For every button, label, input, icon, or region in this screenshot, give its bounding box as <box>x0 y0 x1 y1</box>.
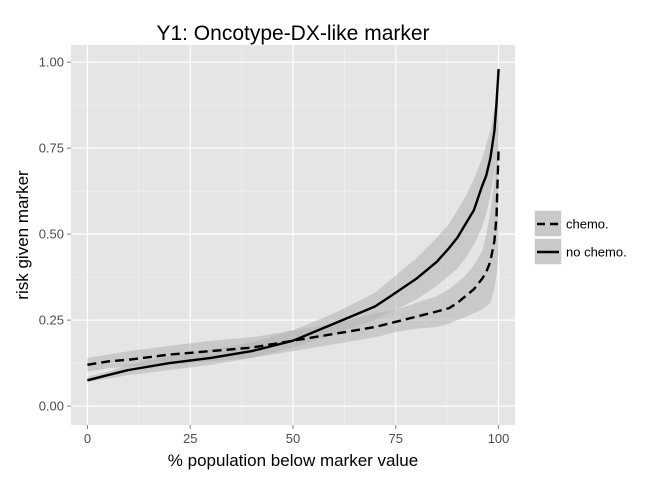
legend-label: chemo. <box>566 217 609 232</box>
x-tick-label: 0 <box>84 431 91 446</box>
confidence-ribbons <box>87 65 499 382</box>
series-line-no-chemo <box>87 69 500 382</box>
x-tick-label: 25 <box>183 431 197 446</box>
x-axis-title: % population below marker value <box>168 451 418 470</box>
legend: chemo. no chemo. <box>533 209 627 266</box>
x-axis-ticks: 0 25 50 75 100 <box>84 425 510 446</box>
series-lines <box>87 69 500 382</box>
y-tick-label: 0.00 <box>39 399 64 414</box>
ribbon-no-chemo <box>87 65 499 382</box>
x-tick-label: 50 <box>286 431 300 446</box>
y-tick-label: 0.25 <box>39 313 64 328</box>
chart-title: Y1: Oncotype-DX-like marker <box>156 22 429 45</box>
x-tick-label: 100 <box>488 431 510 446</box>
legend-label: no chemo. <box>566 245 627 260</box>
y-tick-label: 0.75 <box>39 141 64 156</box>
y-tick-label: 1.00 <box>39 55 64 70</box>
y-tick-label: 0.50 <box>39 227 64 242</box>
x-tick-label: 75 <box>389 431 403 446</box>
y-axis-ticks: 0.00 0.25 0.50 0.75 1.00 <box>39 55 71 414</box>
series-line-chemo <box>87 148 500 366</box>
y-axis-title: risk given marker <box>13 170 32 300</box>
